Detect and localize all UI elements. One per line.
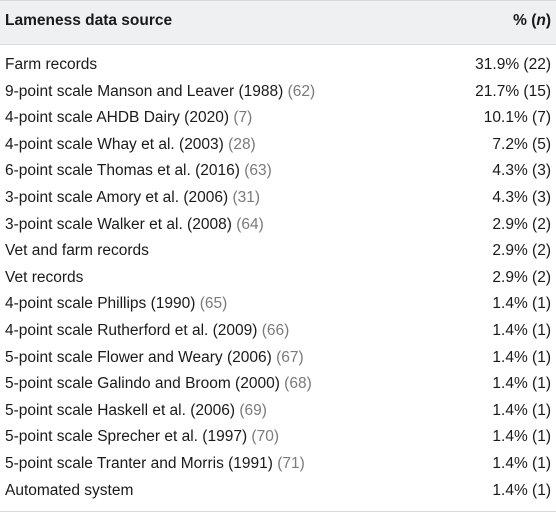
- row-label: Automated system: [5, 482, 133, 500]
- header-source: Lameness data source: [5, 12, 173, 29]
- row-value: 1.4% (1): [492, 295, 551, 313]
- row-label-text: 4-point scale Rutherford et al. (2009): [5, 321, 258, 339]
- row-reference[interactable]: (67): [276, 348, 304, 366]
- row-value: 10.1% (7): [483, 109, 551, 127]
- row-label-text: Farm records: [5, 56, 98, 73]
- row-label: 4-point scale Whay et al. (2003) (28): [5, 136, 256, 154]
- table-row: Farm records 31.9% (22): [0, 53, 556, 80]
- row-label-text: 4-point scale Phillips (1990): [5, 295, 196, 313]
- row-label-text: 5-point scale Haskell et al. (2006): [5, 401, 236, 419]
- row-label: 4-point scale Rutherford et al. (2009) (…: [5, 322, 289, 340]
- row-reference[interactable]: (31): [232, 188, 261, 206]
- row-label: 4-point scale Phillips (1990) (65): [5, 295, 227, 313]
- row-value: 4.3% (3): [492, 162, 551, 180]
- row-label-text: 5-point scale Galindo and Broom (2000): [5, 375, 280, 393]
- row-value: 1.4% (1): [492, 348, 551, 366]
- row-label: 6-point scale Thomas et al. (2016) (63): [5, 162, 272, 180]
- row-value: 1.4% (1): [492, 428, 551, 446]
- row-value: 1.4% (1): [492, 321, 551, 339]
- row-label: Vet records: [5, 269, 83, 287]
- table-row: 4-point scale Rutherford et al. (2009) (…: [0, 319, 556, 346]
- row-label-text: Automated system: [5, 481, 134, 499]
- row-label: 9-point scale Manson and Leaver (1988) (…: [5, 83, 315, 101]
- table-row: Vet records 2.9% (2): [0, 266, 556, 293]
- table-row: 5-point scale Haskell et al. (2006) (69)…: [0, 399, 556, 426]
- row-label-text: 5-point scale Flower and Weary (2006): [5, 348, 272, 366]
- row-value: 1.4% (1): [492, 401, 551, 419]
- row-reference[interactable]: (7): [233, 109, 253, 127]
- header-percent: % (n): [513, 12, 551, 29]
- row-value: 2.9% (2): [492, 268, 551, 286]
- header-n: n: [536, 12, 546, 29]
- row-label-text: Vet and farm records: [5, 242, 149, 260]
- row-label-text: 5-point scale Sprecher et al. (1997): [5, 428, 248, 446]
- row-label: Farm records: [5, 56, 97, 74]
- row-value: 2.9% (2): [492, 215, 551, 233]
- table-row: 5-point scale Flower and Weary (2006) (6…: [0, 346, 556, 373]
- row-label-text: Vet records: [5, 268, 84, 286]
- row-reference[interactable]: (70): [251, 428, 279, 446]
- table-row: 6-point scale Thomas et al. (2016) (63) 4…: [0, 159, 556, 186]
- row-reference[interactable]: (63): [244, 162, 272, 180]
- table-row: Vet and farm records 2.9% (2): [0, 239, 556, 266]
- table-row: 3-point scale Walker et al. (2008) (64) 2…: [0, 213, 556, 240]
- row-value: 7.2% (5): [492, 135, 551, 153]
- table-row: 5-point scale Sprecher et al. (1997) (70…: [0, 425, 556, 452]
- row-reference[interactable]: (65): [199, 295, 228, 313]
- bottom-rule: [0, 511, 556, 512]
- row-label-text: 3-point scale Amory et al. (2006): [5, 188, 229, 206]
- table-row: 4-point scale Whay et al. (2003) (28) 7.2…: [0, 133, 556, 160]
- table-row: 5-point scale Galindo and Broom (2000) (…: [0, 372, 556, 399]
- table-row: 4-point scale Phillips (1990) (65) 1.4% (…: [0, 292, 556, 319]
- row-label: 4-point scale AHDB Dairy (2020) (7): [5, 109, 252, 127]
- row-label-text: 5-point scale Tranter and Morris (1991): [5, 454, 273, 472]
- row-value: 1.4% (1): [492, 481, 551, 499]
- row-label-text: 4-point scale AHDB Dairy (2020): [5, 109, 229, 127]
- row-value: 1.4% (1): [492, 454, 551, 472]
- row-reference[interactable]: (68): [284, 375, 312, 393]
- table-row: 5-point scale Tranter and Morris (1991) …: [0, 452, 556, 479]
- table-header: Lameness data source % (n): [0, 0, 556, 45]
- row-label: 5-point scale Sprecher et al. (1997) (70…: [5, 428, 279, 446]
- row-label: 5-point scale Flower and Weary (2006) (6…: [5, 349, 304, 367]
- row-label: Vet and farm records: [5, 242, 149, 260]
- row-label: 5-point scale Tranter and Morris (1991) …: [5, 455, 305, 473]
- table-row: 3-point scale Amory et al. (2006) (31) 4.…: [0, 186, 556, 213]
- row-value: 4.3% (3): [492, 188, 551, 206]
- table-row: Automated system 1.4% (1): [0, 479, 556, 506]
- row-value: 1.4% (1): [492, 375, 551, 393]
- row-value: 2.9% (2): [492, 242, 551, 260]
- table-body: Farm records 31.9% (22) 9-point scale Mans…: [0, 45, 556, 505]
- table-row: 9-point scale Manson and Leaver (1988) (…: [0, 80, 556, 107]
- row-label: 3-point scale Amory et al. (2006) (31): [5, 189, 260, 207]
- row-label: 5-point scale Haskell et al. (2006) (69): [5, 402, 267, 420]
- row-reference[interactable]: (64): [236, 215, 264, 233]
- row-reference[interactable]: (69): [239, 401, 267, 419]
- row-reference[interactable]: (28): [228, 135, 256, 153]
- row-reference[interactable]: (62): [287, 82, 316, 100]
- row-label-text: 4-point scale Whay et al. (2003): [5, 135, 224, 153]
- row-reference[interactable]: (66): [261, 321, 290, 339]
- row-value: 31.9% (22): [475, 56, 551, 73]
- row-label-text: 3-point scale Walker et al. (2008): [5, 215, 232, 233]
- row-label: 3-point scale Walker et al. (2008) (64): [5, 216, 264, 234]
- row-value: 21.7% (15): [475, 82, 551, 100]
- row-label-text: 9-point scale Manson and Leaver (1988): [5, 82, 284, 100]
- row-label-text: 6-point scale Thomas et al. (2016): [5, 162, 240, 180]
- table-row: 4-point scale AHDB Dairy (2020) (7) 10.1%…: [0, 106, 556, 133]
- row-reference[interactable]: (71): [277, 454, 305, 472]
- row-label: 5-point scale Galindo and Broom (2000) (…: [5, 375, 312, 393]
- header-percent-symbol: %: [513, 12, 527, 29]
